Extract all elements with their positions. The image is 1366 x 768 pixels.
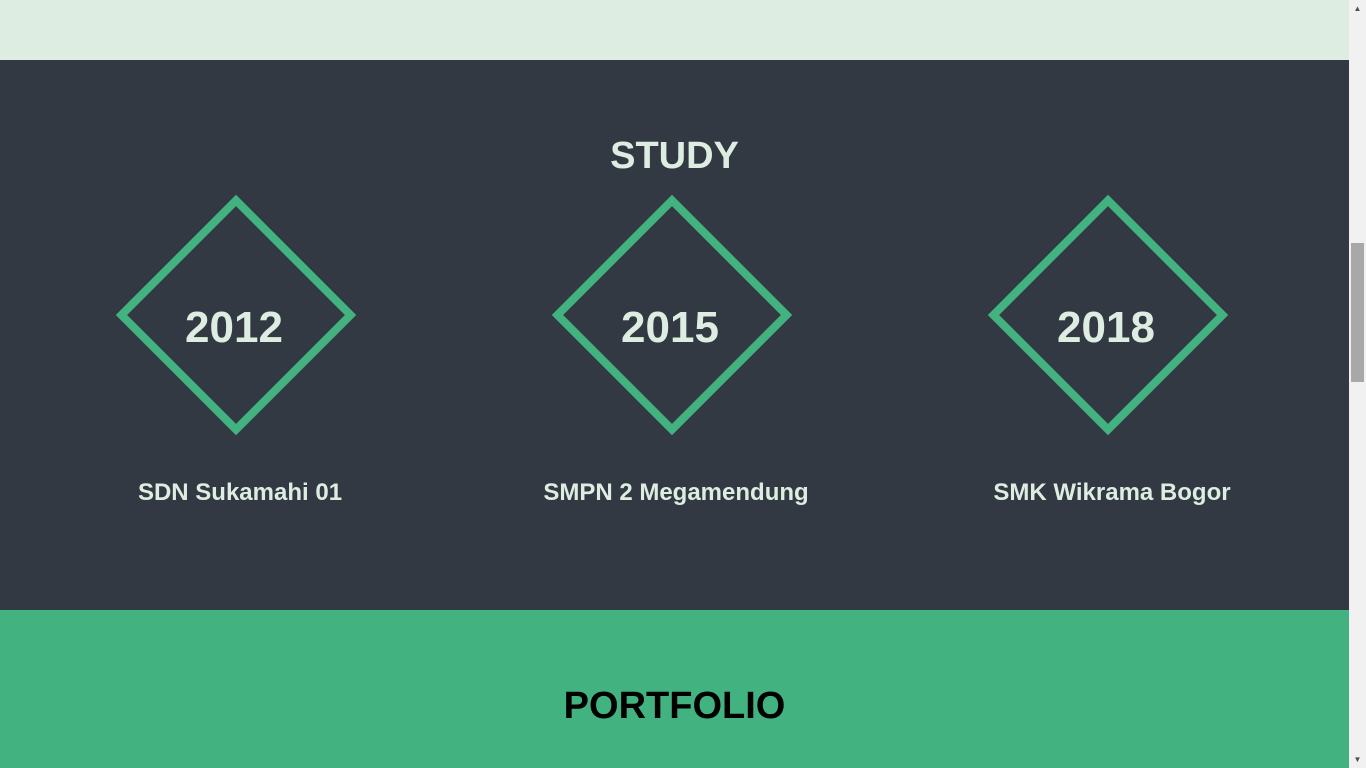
study-item: 2015 SMPN 2 Megamendung (541, 194, 809, 520)
study-item: 2018 SMK Wikrama Bogor (977, 194, 1237, 520)
study-section: STUDY 2012 SDN Sukamahi 01 2015 SMPN 2 M… (0, 60, 1349, 610)
study-year: 2018 (1057, 303, 1155, 352)
study-title: STUDY (610, 135, 739, 177)
previous-section-band (0, 0, 1349, 60)
scroll-up-arrow-icon[interactable]: ▲ (1353, 4, 1362, 13)
portfolio-title: PORTFOLIO (563, 685, 786, 727)
study-school: SDN Sukamahi 01 (137, 479, 343, 506)
study-item: 2012 SDN Sukamahi 01 (105, 194, 365, 520)
study-year: 2012 (185, 303, 283, 352)
study-year: 2015 (621, 303, 719, 352)
study-school: SMK Wikrama Bogor (993, 479, 1231, 506)
study-school: SMPN 2 Megamendung (543, 479, 809, 506)
vertical-scrollbar[interactable]: ▲ ▼ (1349, 0, 1366, 768)
scrollbar-thumb[interactable] (1351, 243, 1364, 382)
scroll-down-arrow-icon[interactable]: ▼ (1353, 755, 1362, 764)
portfolio-section: PORTFOLIO (0, 610, 1349, 768)
